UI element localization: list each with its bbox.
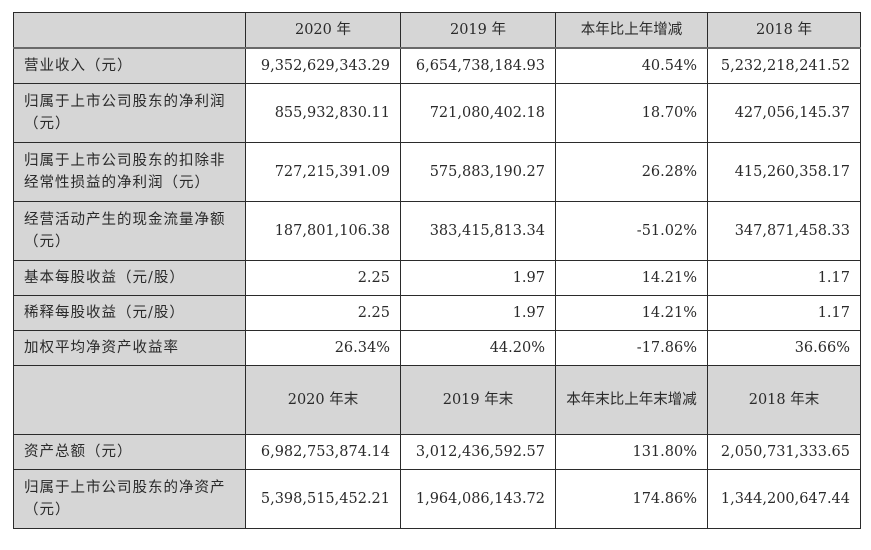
- cell-2018: 347,871,458.33: [707, 201, 861, 261]
- cell-2019-end: 3,012,436,592.57: [400, 434, 556, 470]
- cell-yoy-end: 174.86%: [555, 469, 708, 529]
- cell-2018: 5,232,218,241.52: [707, 47, 861, 84]
- row-label: 归属于上市公司股东的净资产（元）: [13, 469, 246, 529]
- table-row-weighted-roe: 加权平均净资产收益率 26.34% 44.20% -17.86% 36.66%: [13, 330, 861, 366]
- row-label: 资产总额（元）: [13, 434, 246, 470]
- cell-2018: 415,260,358.17: [707, 142, 861, 202]
- row-label: 归属于上市公司股东的净利润（元）: [13, 83, 246, 143]
- header-col-2019: 2019 年: [400, 12, 556, 49]
- row-label: 加权平均净资产收益率: [13, 330, 246, 366]
- table-row-operating-cash-flow: 经营活动产生的现金流量净额（元） 187,801,106.38 383,415,…: [13, 201, 861, 261]
- row-label: 经营活动产生的现金流量净额（元）: [13, 201, 246, 261]
- row-label: 营业收入（元）: [13, 47, 246, 84]
- cell-2018: 427,056,145.37: [707, 83, 861, 143]
- table-row-basic-eps: 基本每股收益（元/股） 2.25 1.97 14.21% 1.17: [13, 260, 861, 296]
- header-label-cell: [13, 365, 246, 435]
- cell-yoy: -51.02%: [555, 201, 708, 261]
- cell-2019: 6,654,738,184.93: [400, 47, 556, 84]
- cell-yoy: -17.86%: [555, 330, 708, 366]
- table-row-operating-revenue: 营业收入（元） 9,352,629,343.29 6,654,738,184.9…: [13, 47, 861, 84]
- table-row-diluted-eps: 稀释每股收益（元/股） 2.25 1.97 14.21% 1.17: [13, 295, 861, 331]
- cell-2019: 1.97: [400, 260, 556, 296]
- cell-2020: 26.34%: [245, 330, 401, 366]
- cell-yoy: 14.21%: [555, 295, 708, 331]
- row-label: 基本每股收益（元/股）: [13, 260, 246, 296]
- header-col-2020: 2020 年: [245, 12, 401, 49]
- header-col-2018: 2018 年: [707, 12, 861, 49]
- cell-2018: 1.17: [707, 260, 861, 296]
- table-row-net-profit-excl-nonrecurring: 归属于上市公司股东的扣除非经常性损益的净利润（元） 727,215,391.09…: [13, 142, 861, 202]
- cell-2018: 36.66%: [707, 330, 861, 366]
- cell-2020: 2.25: [245, 260, 401, 296]
- cell-2018-end: 2,050,731,333.65: [707, 434, 861, 470]
- cell-2019-end: 1,964,086,143.72: [400, 469, 556, 529]
- cell-2019: 1.97: [400, 295, 556, 331]
- cell-2020: 187,801,106.38: [245, 201, 401, 261]
- cell-2020-end: 5,398,515,452.21: [245, 469, 401, 529]
- cell-2020-end: 6,982,753,874.14: [245, 434, 401, 470]
- row-label: 归属于上市公司股东的扣除非经常性损益的净利润（元）: [13, 142, 246, 202]
- cell-yoy: 14.21%: [555, 260, 708, 296]
- header-label-cell: [13, 12, 246, 49]
- table-header-row-annual: 2020 年 2019 年 本年比上年增减 2018 年: [13, 12, 861, 49]
- header-col-2020-end: 2020 年末: [245, 365, 401, 435]
- cell-2019: 44.20%: [400, 330, 556, 366]
- cell-2020: 9,352,629,343.29: [245, 47, 401, 84]
- table-row-net-assets: 归属于上市公司股东的净资产（元） 5,398,515,452.21 1,964,…: [13, 469, 861, 529]
- cell-2019: 575,883,190.27: [400, 142, 556, 202]
- header-col-2019-end: 2019 年末: [400, 365, 556, 435]
- cell-2020: 855,932,830.11: [245, 83, 401, 143]
- table-header-row-year-end: 2020 年末 2019 年末 本年末比上年末增减 2018 年末: [13, 365, 861, 435]
- cell-yoy: 26.28%: [555, 142, 708, 202]
- cell-yoy: 40.54%: [555, 47, 708, 84]
- cell-2019: 383,415,813.34: [400, 201, 556, 261]
- financial-summary-table: 2020 年 2019 年 本年比上年增减 2018 年 营业收入（元） 9,3…: [13, 12, 861, 529]
- cell-2019: 721,080,402.18: [400, 83, 556, 143]
- header-col-yoy-change: 本年比上年增减: [555, 12, 708, 49]
- cell-2018-end: 1,344,200,647.44: [707, 469, 861, 529]
- table-row-total-assets: 资产总额（元） 6,982,753,874.14 3,012,436,592.5…: [13, 434, 861, 470]
- cell-2020: 2.25: [245, 295, 401, 331]
- cell-2020: 727,215,391.09: [245, 142, 401, 202]
- cell-yoy: 18.70%: [555, 83, 708, 143]
- table-row-net-profit: 归属于上市公司股东的净利润（元） 855,932,830.11 721,080,…: [13, 83, 861, 143]
- header-col-yoy-end-change: 本年末比上年末增减: [555, 365, 708, 435]
- header-col-2018-end: 2018 年末: [707, 365, 861, 435]
- row-label: 稀释每股收益（元/股）: [13, 295, 246, 331]
- cell-2018: 1.17: [707, 295, 861, 331]
- cell-yoy-end: 131.80%: [555, 434, 708, 470]
